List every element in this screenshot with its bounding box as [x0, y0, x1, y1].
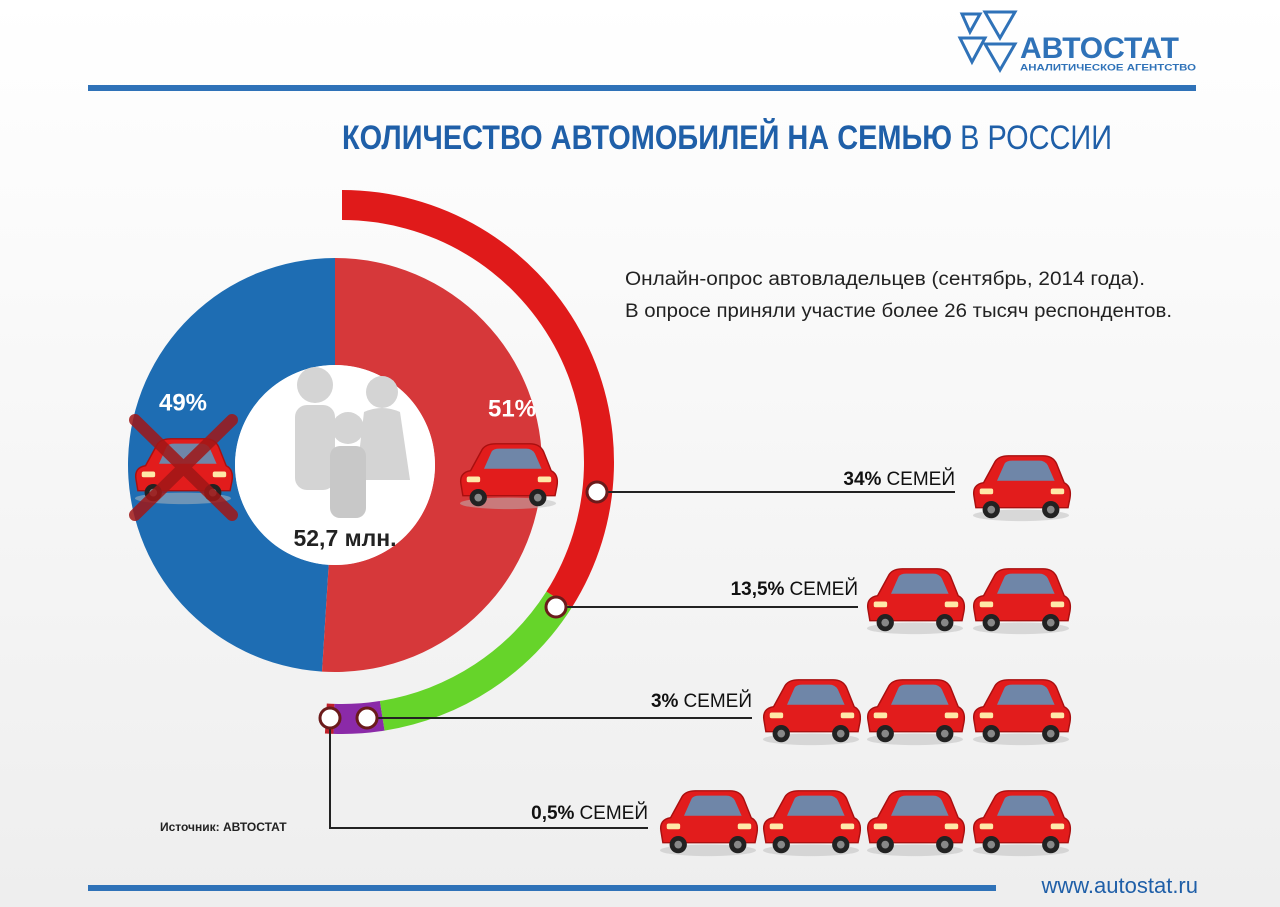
arc-segment [379, 591, 572, 731]
share-unit: СЕМЕЙ [579, 802, 648, 824]
note-line: В опросе приняли участие более 26 тысяч … [625, 301, 1172, 322]
lines [329, 491, 955, 829]
donut-segment [127, 258, 335, 672]
share-label: 34% СЕМЕЙ [843, 468, 955, 490]
percent-label: 49% [159, 389, 207, 416]
top-bar [88, 85, 1196, 91]
center-label: 52,7 млн. [293, 525, 396, 551]
share-value: 13,5% [731, 579, 785, 600]
logo-icon [957, 10, 1018, 74]
percent-label: 51% [488, 395, 536, 422]
title-regular: В РОССИИ [960, 119, 1112, 157]
share-value: 0,5% [531, 803, 574, 824]
share-value: 3% [651, 691, 679, 712]
title-bold: КОЛИЧЕСТВО АВТОМОБИЛЕЙ НА СЕМЬЮ [342, 118, 952, 157]
share-label: 13,5% СЕМЕЙ [731, 578, 858, 600]
share-label: 0,5% СЕМЕЙ [531, 802, 648, 824]
source: Источник: АВТОСТАТ [160, 820, 287, 834]
note-line: Онлайн-опрос автовладельцев (сентябрь, 2… [625, 269, 1145, 290]
brand: АВТОСТАТ [1020, 32, 1179, 65]
donut-segment [322, 258, 542, 672]
brand-subtitle: АНАЛИТИЧЕСКОЕ АГЕНТСТВО [1020, 62, 1196, 72]
title: КОЛИЧЕСТВО АВТОМОБИЛЕЙ НА СЕМЬЮ В РОССИИ [342, 118, 1112, 157]
bottom-bar [88, 885, 996, 891]
share-value: 34% [843, 469, 881, 490]
arc-segment [342, 190, 614, 608]
share-unit: СЕМЕЙ [886, 468, 955, 490]
markers [318, 480, 609, 730]
family-icon [295, 367, 410, 518]
share-label: 3% СЕМЕЙ [651, 690, 752, 712]
share-unit: СЕМЕЙ [683, 690, 752, 712]
share-unit: СЕМЕЙ [789, 578, 858, 600]
footer-url: www.autostat.ru [1040, 873, 1198, 898]
no-car-cross [129, 414, 238, 521]
